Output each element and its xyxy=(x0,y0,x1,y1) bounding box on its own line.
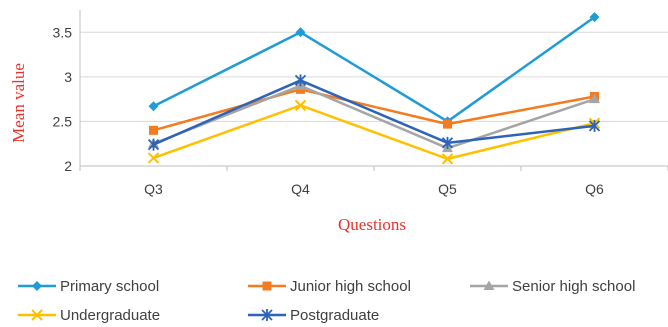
y-axis-title: Mean value xyxy=(9,63,28,143)
series-line xyxy=(152,16,596,123)
data-point xyxy=(294,99,307,112)
series-lines xyxy=(147,12,601,165)
legend-marker xyxy=(261,309,273,321)
y-tick-labels: 2 2.5 3 3.5 xyxy=(53,24,73,174)
legend-item: Postgraduate xyxy=(248,307,379,324)
series-line xyxy=(152,79,595,146)
data-point xyxy=(589,12,600,23)
legend-marker xyxy=(262,281,272,291)
series-undergraduate xyxy=(147,99,601,165)
series-junior-high-school xyxy=(149,84,599,135)
legend-item: Senior high school xyxy=(470,278,635,295)
data-point xyxy=(147,138,160,151)
data-point xyxy=(441,136,454,149)
x-axis-title: Questions xyxy=(338,215,406,234)
series-line xyxy=(153,88,595,132)
data-point xyxy=(148,101,159,112)
legend-marker xyxy=(31,309,43,321)
series-postgraduate xyxy=(147,74,601,151)
series-line xyxy=(153,104,595,161)
legend-marker xyxy=(483,280,495,290)
data-point xyxy=(295,27,306,38)
data-point xyxy=(443,119,452,129)
x-tick-label: Q5 xyxy=(438,181,457,197)
y-tick-label: 3 xyxy=(64,69,72,85)
legend-item: Undergraduate xyxy=(18,307,160,324)
x-tick-label: Q3 xyxy=(144,181,163,197)
legend-label: Junior high school xyxy=(290,278,411,295)
data-point xyxy=(441,153,454,165)
legend-label: Undergraduate xyxy=(60,307,160,324)
x-tick-labels: Q3 Q4 Q5 Q6 xyxy=(144,181,604,197)
x-tick-label: Q6 xyxy=(585,181,604,197)
legend: Primary school Junior high school Senior h… xyxy=(18,278,635,324)
legend-item: Primary school xyxy=(18,278,159,295)
data-point xyxy=(147,152,160,164)
data-point xyxy=(589,93,600,104)
data-point xyxy=(294,74,307,87)
y-tick-label: 3.5 xyxy=(53,24,73,40)
legend-label: Primary school xyxy=(60,278,159,295)
legend-marker xyxy=(32,281,42,291)
legend-label: Senior high school xyxy=(512,278,635,295)
axes xyxy=(79,10,668,171)
x-tick-label: Q4 xyxy=(291,181,310,197)
data-point xyxy=(149,125,158,135)
y-tick-label: 2 xyxy=(64,158,72,174)
legend-item: Junior high school xyxy=(248,278,411,295)
series-line xyxy=(153,84,595,150)
legend-label: Postgraduate xyxy=(290,307,379,324)
y-tick-label: 2.5 xyxy=(53,113,73,129)
data-point xyxy=(588,119,601,132)
